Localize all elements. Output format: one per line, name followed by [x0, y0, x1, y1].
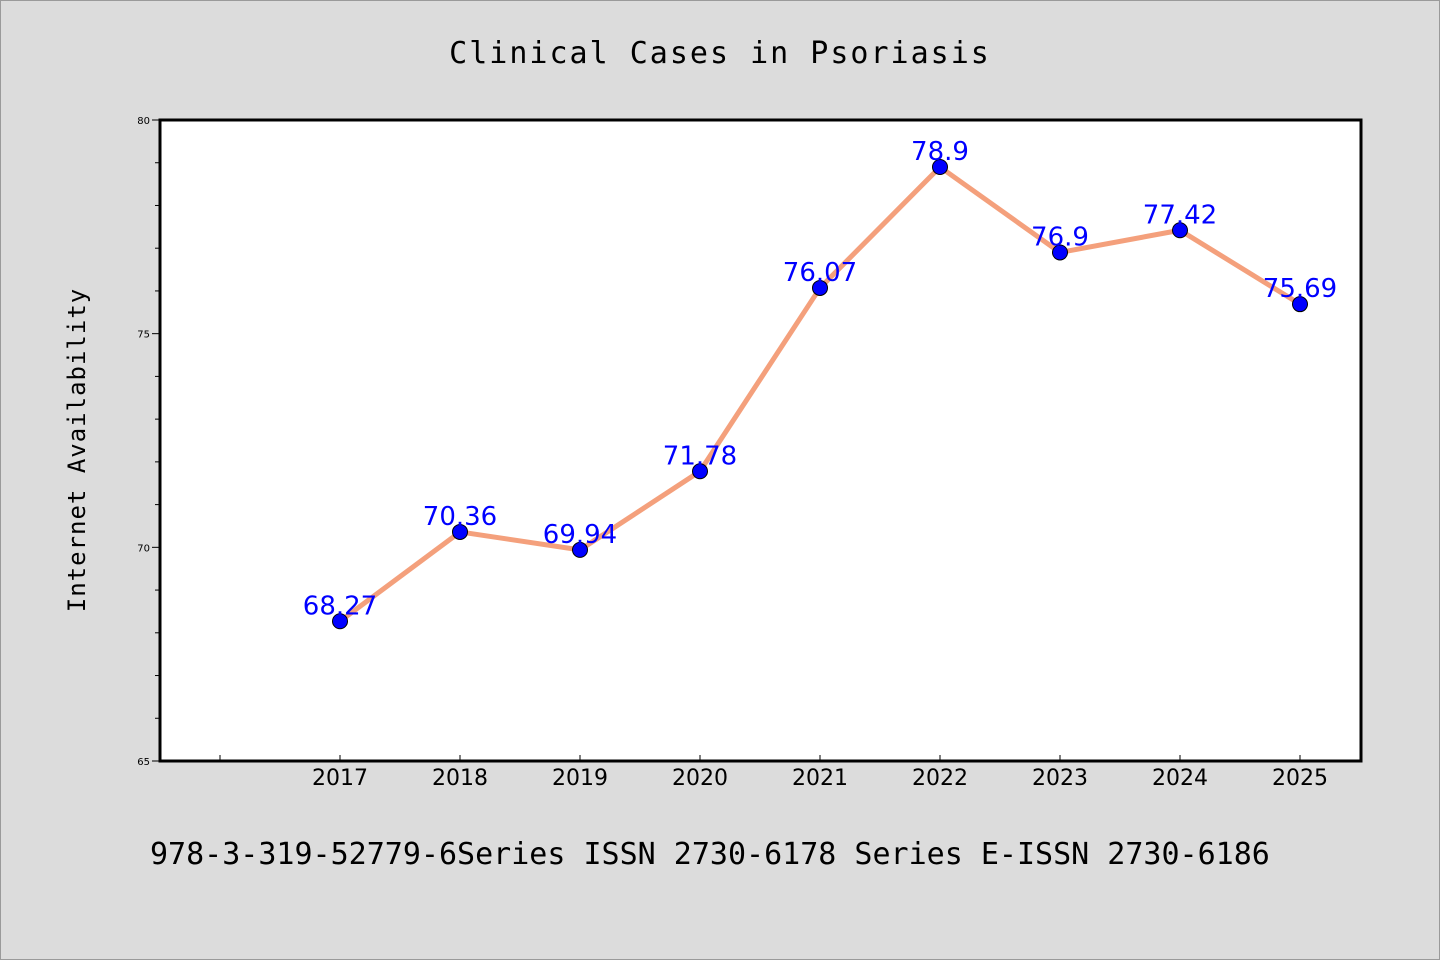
x-tick-label: 2023 [1032, 766, 1088, 791]
data-label: 76.07 [783, 258, 857, 288]
data-markers [332, 159, 1308, 630]
data-label: 71.78 [663, 441, 737, 471]
y-axis-label: Internet Availability [63, 288, 91, 612]
x-tick-label: 2022 [912, 766, 968, 791]
footer-isbn-text: 978-3-319-52779-6Series ISSN 2730-6178 S… [150, 837, 1270, 872]
data-label: 70.36 [423, 502, 497, 532]
x-tick-label: 2018 [432, 766, 488, 791]
x-tick-label: 2017 [312, 766, 368, 791]
data-point [452, 523, 468, 540]
x-tick-label: 2021 [792, 766, 848, 791]
data-label: 77.42 [1143, 200, 1217, 230]
data-point [1052, 244, 1068, 261]
x-tick-label: 2020 [672, 766, 728, 791]
y-tick-label: 65 [137, 757, 150, 768]
data-label: 75.69 [1263, 274, 1337, 304]
data-label: 76.9 [1031, 222, 1089, 252]
x-tick-label: 2024 [1152, 766, 1208, 791]
plot-frame [158, 118, 1363, 763]
chart-title: Clinical Cases in Psoriasis [449, 36, 991, 71]
data-label: 68.27 [303, 591, 377, 621]
data-point [812, 279, 828, 296]
data-point [692, 463, 708, 480]
data-point [932, 159, 948, 176]
x-tick-label: 2019 [552, 766, 608, 791]
y-tick-label: 75 [137, 330, 150, 341]
data-label: 78.9 [911, 137, 969, 167]
x-axis: 2017 2018 2019 2020 2021 2022 2023 2024 2025 [219, 755, 1328, 791]
x-tick-label: 2025 [1272, 766, 1328, 791]
data-point [572, 541, 588, 558]
y-tick-label: 80 [137, 116, 150, 127]
data-point [1172, 222, 1188, 239]
data-point [1292, 296, 1308, 313]
data-point [332, 613, 348, 630]
data-labels: 68.27 70.36 69.94 71.78 76.07 78.9 76.9 77.42 75… [303, 137, 1337, 621]
data-label: 69.94 [543, 520, 617, 550]
plot-area [160, 120, 1361, 761]
y-tick-label: 70 [137, 543, 150, 554]
